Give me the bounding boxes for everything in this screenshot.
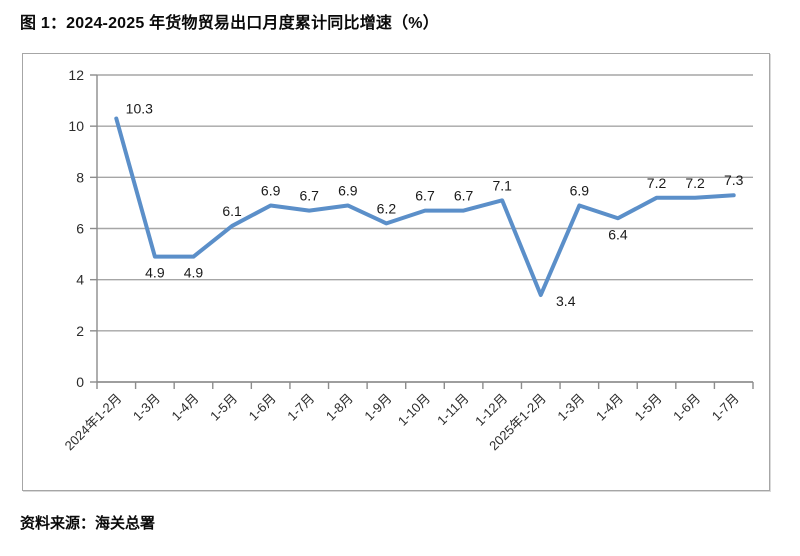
x-axis-category-label: 1-7月: [284, 391, 317, 424]
x-axis-category-label: 1-3月: [554, 391, 587, 424]
data-point-label: 6.7: [300, 188, 320, 204]
data-point-label: 7.2: [685, 175, 705, 191]
x-axis-category-label: 1-5月: [207, 391, 240, 424]
y-axis-tick-label: 0: [76, 374, 84, 390]
y-axis-tick-label: 12: [68, 67, 84, 83]
data-point-label: 4.9: [184, 265, 204, 281]
data-point-label: 6.9: [338, 182, 358, 198]
x-axis-category-label: 1-6月: [670, 391, 703, 424]
x-axis-category-label: 1-5月: [632, 391, 665, 424]
y-axis-tick-label: 6: [76, 221, 84, 237]
x-axis-category-label: 1-4月: [169, 391, 202, 424]
data-point-label: 7.3: [724, 172, 744, 188]
data-point-label: 6.2: [377, 200, 397, 216]
y-axis-tick-label: 4: [76, 272, 84, 288]
x-axis-category-label: 2024年1-2月: [62, 391, 125, 454]
x-axis-category-label: 1-11月: [434, 391, 472, 429]
data-point-label: 7.2: [647, 175, 667, 191]
data-point-label: 4.9: [145, 265, 165, 281]
x-axis-category-label: 1-10月: [395, 391, 433, 429]
x-axis-category-label: 1-4月: [593, 391, 626, 424]
data-point-label: 6.9: [261, 182, 281, 198]
data-point-label: 10.3: [126, 100, 153, 116]
data-point-label: 3.4: [556, 293, 576, 309]
y-axis-tick-label: 8: [76, 169, 84, 185]
data-point-label: 6.1: [222, 203, 242, 219]
y-axis-tick-label: 2: [76, 323, 84, 339]
data-point-label: 6.4: [608, 226, 628, 242]
data-point-label: 6.7: [454, 188, 474, 204]
data-point-label: 6.7: [415, 188, 435, 204]
figure-title: 图 1：2024-2025 年货物贸易出口月度累计同比增速（%）: [20, 15, 439, 32]
data-point-label: 7.1: [492, 177, 512, 193]
line-series: [114, 116, 736, 298]
x-axis-category-label: 1-9月: [361, 391, 394, 424]
x-axis-category-label: 1-3月: [130, 391, 163, 424]
x-axis-category-label: 1-7月: [709, 391, 742, 424]
source-note: 资料来源：海关总署: [20, 515, 156, 532]
chart-frame: 0 2 4 6 8 10 12 2024年1-2月 1-3月 1-4月 1-5月 1-6月 1-7月 1-…: [22, 53, 770, 491]
y-axis-tick-label: 10: [68, 118, 84, 134]
x-axis-category-label: 1-6月: [246, 391, 279, 424]
x-axis-category-label: 1-8月: [323, 391, 356, 424]
data-point-label: 6.9: [570, 182, 590, 198]
